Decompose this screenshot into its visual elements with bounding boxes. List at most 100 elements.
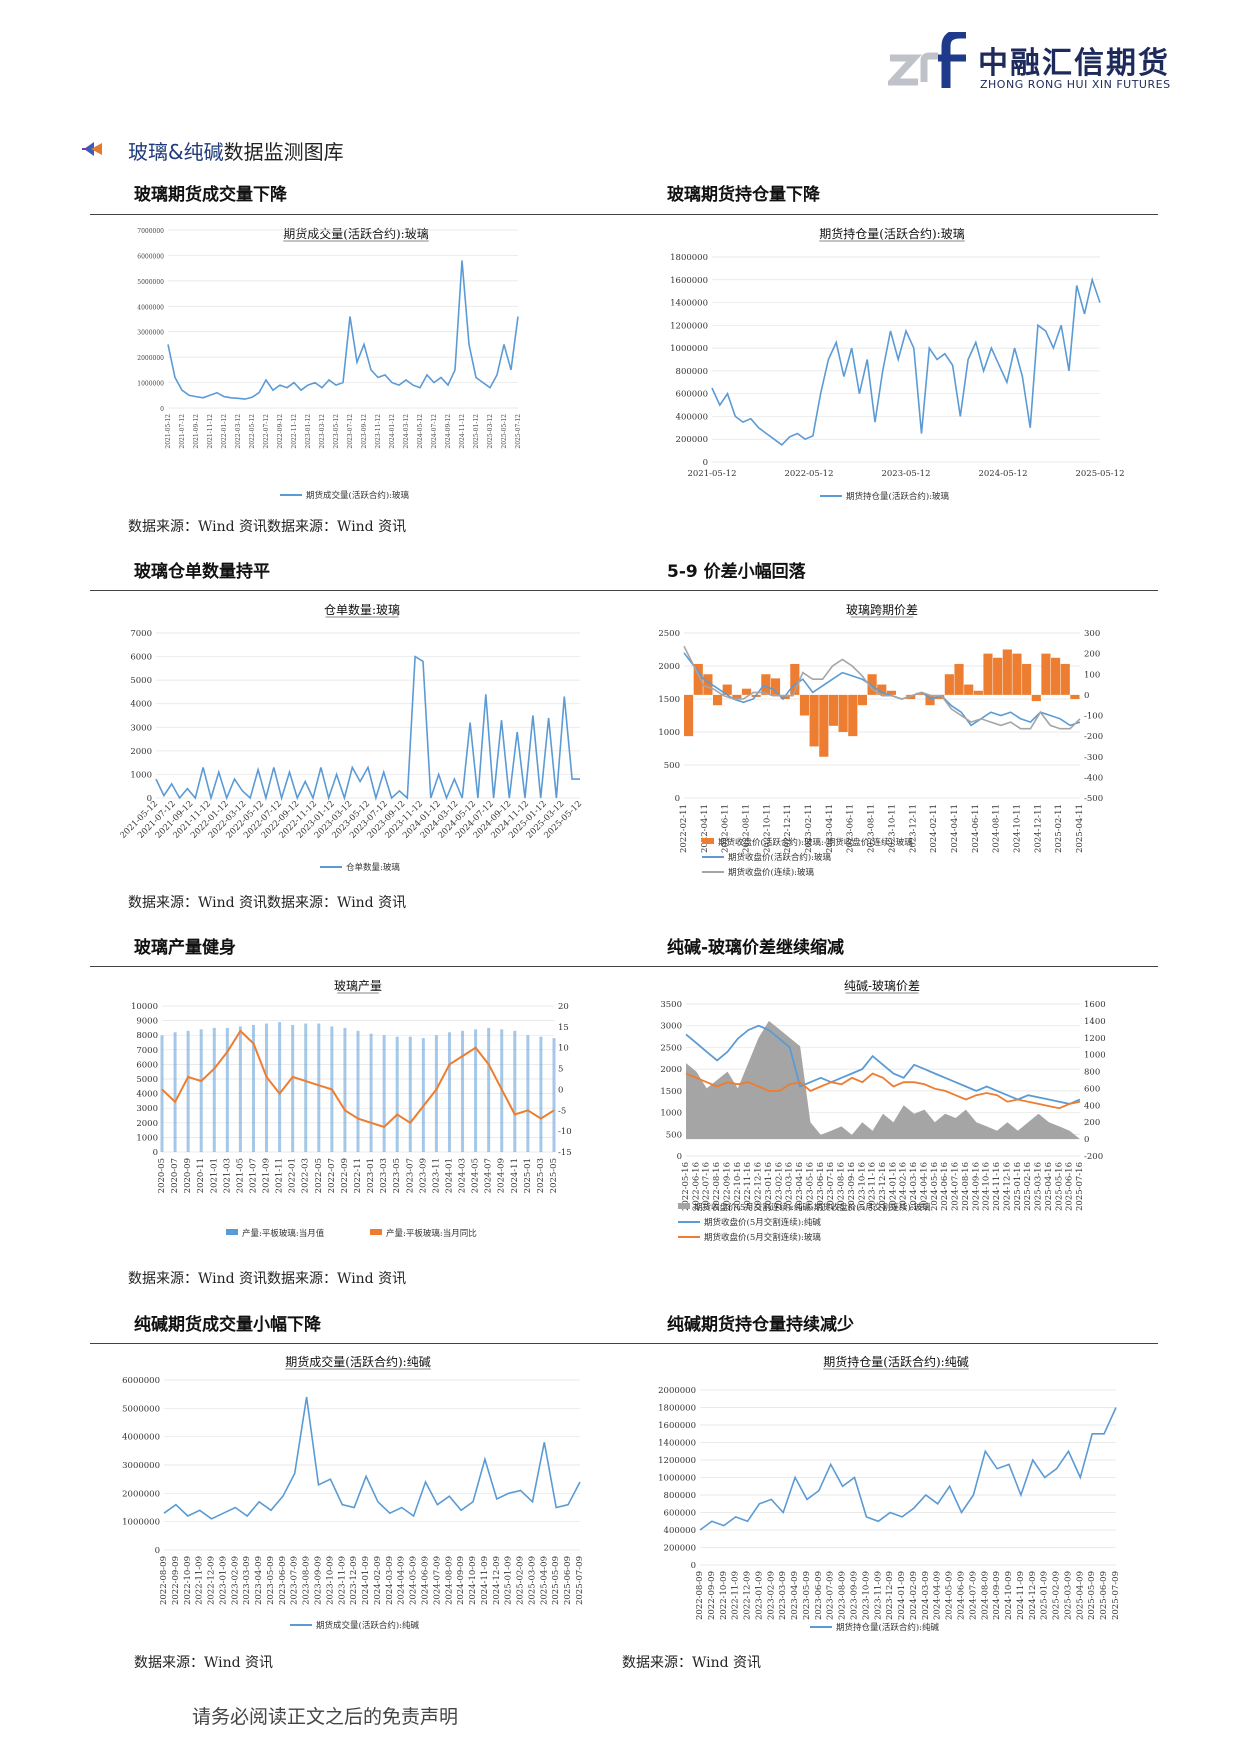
y-tick-label: 800000 <box>676 367 708 377</box>
x-tick-label: 2020-05 <box>157 1158 167 1193</box>
x-tick-label: 2021-09-12 <box>193 414 200 449</box>
chart-glass-calendar-spread: 玻璃跨期价差 2500 2000 1500 1000 500 0 300 200 100 0 -100… <box>650 598 1130 883</box>
x-tick-label: 2021-03 <box>222 1158 232 1193</box>
y-tick-label: 5000 <box>136 1075 158 1085</box>
y-tick-label: 0 <box>160 406 164 413</box>
x-tick-label: 2024-10-09 <box>1004 1571 1014 1620</box>
chart-glass-warehouse-receipts: 仓单数量:玻璃 7000 6000 5000 4000 3000 2000 1000 0 2021… <box>120 598 590 883</box>
chart-soda-volume: 期货成交量(活跃合约):纯碱 6000000 5000000 4000000 30000… <box>120 1350 590 1640</box>
x-tick-label: 2022-11-12 <box>291 414 298 449</box>
divider <box>90 1343 1158 1344</box>
x-tick-label: 2023-01-09 <box>218 1556 228 1605</box>
y-tick-label: 1500 <box>660 1087 682 1097</box>
x-tick-label: 2022-06-16 <box>691 1162 701 1211</box>
x-tick-label: 2021-07-12 <box>179 414 186 449</box>
x-tick-label: 2023-05-09 <box>266 1556 276 1605</box>
y-tick-label: 600000 <box>676 390 708 400</box>
spread-bar <box>1022 663 1032 695</box>
x-tick-label: 2022-08-16 <box>712 1162 722 1211</box>
spread-bar <box>770 678 781 695</box>
x-tick-label: 2024-03 <box>458 1158 468 1193</box>
x-tick-label: 2025-05-12 <box>501 414 508 449</box>
y-tick-label: 1200000 <box>658 1456 696 1466</box>
output-bar <box>173 1032 177 1152</box>
x-tick-label: 2021-11 <box>275 1158 285 1193</box>
y-right-tick-label: 800 <box>1084 1068 1100 1078</box>
x-tick-label: 2023-05-09 <box>802 1571 812 1620</box>
spread-bar <box>732 694 742 699</box>
x-tick-label: 2024-05-12 <box>978 469 1027 479</box>
x-tick-label: 2023-01-09 <box>754 1571 764 1620</box>
x-tick-label: 2022-10-16 <box>733 1162 743 1211</box>
y-tick-label: 0 <box>147 794 152 804</box>
y-tick-label: 1000000 <box>670 344 708 354</box>
x-tick-label: 2023-02-09 <box>766 1571 776 1620</box>
panel-title-4: 5-9 价差小幅回落 <box>667 562 806 582</box>
x-tick-label: 2022-09-09 <box>707 1571 717 1620</box>
panel-title-1: 玻璃期货成交量下降 <box>134 185 287 205</box>
spread-bar <box>857 694 868 706</box>
x-tick-label: 2024-06-11 <box>971 804 981 853</box>
spread-bar <box>1002 649 1012 695</box>
legend-label: 期货收盘价(5月交割连续):纯碱 <box>704 1217 821 1228</box>
y-right-tick-label: -100 <box>1084 712 1103 722</box>
x-tick-label: 2024-12-11 <box>1033 804 1043 853</box>
series-line <box>711 276 1101 446</box>
y-tick-label: 2000 <box>130 747 152 757</box>
y-tick-label: 5000000 <box>137 279 164 286</box>
x-tick-label: 2025-04-11 <box>1075 804 1085 853</box>
y-tick-label: 3000000 <box>137 330 164 337</box>
y-right-tick-label: 5 <box>558 1065 563 1075</box>
chart-glass-open-interest: 期货持仓量(活跃合约):玻璃 1800000 1600000 1400000 12000… <box>660 222 1130 507</box>
y-tick-label: 3500 <box>660 1000 682 1010</box>
x-tick-label: 2022-03-12 <box>235 414 242 449</box>
x-tick-label: 2025-05-16 <box>1054 1162 1064 1211</box>
x-tick-label: 2023-07-16 <box>826 1162 836 1211</box>
x-tick-label: 2024-03-12 <box>403 414 410 449</box>
x-tick-label: 2024-07-09 <box>968 1571 978 1620</box>
x-tick-label: 2025-02-16 <box>1023 1162 1033 1211</box>
output-bar <box>265 1023 269 1152</box>
x-tick-label: 2022-01-12 <box>221 414 228 449</box>
y-tick-label: 5000 <box>130 676 152 686</box>
x-tick-label: 2025-01-16 <box>1013 1162 1023 1211</box>
output-bar <box>395 1036 399 1152</box>
output-bar <box>225 1027 229 1152</box>
y-tick-label: 1600000 <box>658 1421 696 1431</box>
x-tick-label: 2021-09 <box>262 1158 272 1193</box>
output-bar <box>278 1022 282 1152</box>
spread-bar <box>877 684 887 695</box>
x-tick-label: 2025-01 <box>523 1158 533 1193</box>
x-tick-label: 2023-12-16 <box>878 1162 888 1211</box>
x-tick-label: 2024-09 <box>497 1158 507 1193</box>
y-tick-label: 7000 <box>136 1046 158 1056</box>
spread-bar <box>993 657 1003 695</box>
series-line <box>683 645 1081 730</box>
spread-bar <box>819 694 829 757</box>
x-tick-label: 2025-01-12 <box>473 414 480 449</box>
legend-label: 期货成交量(活跃合约):纯碱 <box>316 1620 419 1631</box>
output-bar <box>186 1030 190 1152</box>
y-right-tick-label: -200 <box>1084 732 1103 742</box>
x-tick-label: 2023-05-16 <box>805 1162 815 1211</box>
y-tick-label: 8000 <box>136 1031 158 1041</box>
y-tick-label: 4000 <box>136 1090 158 1100</box>
x-tick-label: 2022-07-16 <box>702 1162 712 1211</box>
spread-bar <box>790 663 800 695</box>
y-tick-label: 800000 <box>664 1491 696 1501</box>
x-tick-label: 2024-12-16 <box>1002 1162 1012 1211</box>
x-tick-label: 2022-12-16 <box>754 1162 764 1211</box>
x-tick-label: 2022-12-09 <box>207 1556 217 1605</box>
x-tick-label: 2023-11-09 <box>337 1556 347 1605</box>
spread-bar <box>983 653 993 695</box>
chart-soda-glass-spread: 纯碱-玻璃价差 3500 3000 2500 2000 1500 1000 500 0 1600 1… <box>650 974 1130 1259</box>
legend-label: 期货收盘价(连续):玻璃 <box>728 867 814 878</box>
x-tick-label: 2024-05-12 <box>417 414 424 449</box>
spread-bar <box>684 694 694 737</box>
legend-swatch <box>702 838 714 844</box>
spread-bar <box>1041 653 1051 695</box>
y-tick-label: 3000 <box>130 723 152 733</box>
spread-bar <box>886 690 896 695</box>
y-tick-label: 1000 <box>658 728 680 738</box>
data-source-row1: 数据来源：Wind 资讯数据来源：Wind 资讯 <box>128 519 407 535</box>
